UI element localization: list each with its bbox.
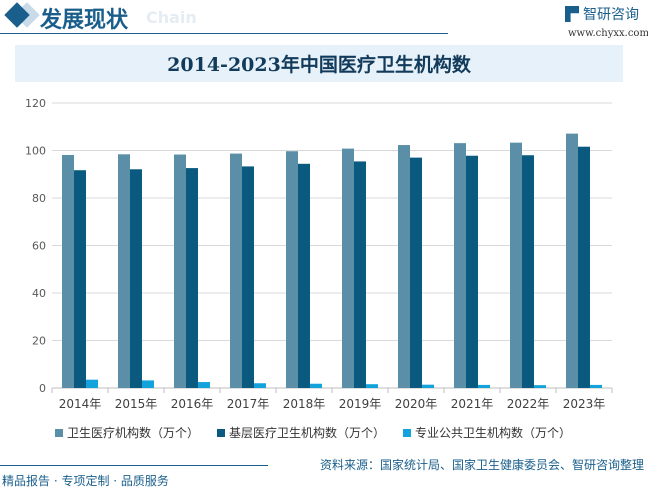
header-title: 发展现状 [40,8,129,33]
x-tick-label: 2016年 [171,397,214,411]
x-tick-label: 2023年 [563,397,606,411]
x-tick-label: 2017年 [227,397,270,411]
bar-2-7 [478,384,490,388]
bar-2-2 [198,382,210,388]
x-tick-label: 2022年 [507,397,550,411]
footer-tagline: 精品报告 · 专项定制 · 品质服务 [2,474,169,488]
bar-1-6 [410,157,422,388]
header-divider [0,33,448,34]
legend-item-total: 卫生医疗机构数（万个） [55,424,199,441]
x-tick-label: 2019年 [339,397,382,411]
header-subtitle: Chain [146,8,197,27]
logo-text: 智研咨询 [583,7,639,23]
y-tick-label: 40 [32,287,46,300]
y-tick-label: 100 [25,145,46,158]
bar-0-0 [62,155,74,388]
x-tick-label: 2020年 [395,397,438,411]
bar-1-4 [298,163,310,388]
legend-label: 基层医疗卫生机构数（万个） [229,426,386,440]
bar-2-9 [590,384,602,388]
bar-2-5 [366,384,378,388]
y-tick-label: 120 [25,97,46,110]
footer-divider [0,465,268,466]
bar-0-6 [398,145,410,388]
bar-1-3 [242,166,254,388]
legend-label: 专业公共卫生机构数（万个） [415,426,572,440]
bar-0-1 [118,154,130,388]
bar-1-5 [354,161,366,388]
bar-0-5 [342,148,354,388]
bar-1-2 [186,168,198,388]
x-tick-label: 2018年 [283,397,326,411]
bar-2-1 [142,380,154,388]
legend-item-grassroots: 基层医疗卫生机构数（万个） [217,424,385,441]
bar-0-9 [566,133,578,388]
y-tick-label: 20 [32,335,46,348]
chart-title-bar: 2014-2023年中国医疗卫生机构数 [15,45,623,82]
bar-0-4 [286,151,298,388]
y-tick-label: 80 [32,192,46,205]
bar-1-7 [466,155,478,388]
source-note: 资料来源：国家统计局、国家卫生健康委员会、智研咨询整理 [319,458,644,472]
bar-2-6 [422,384,434,388]
bar-2-3 [254,383,266,388]
bar-1-9 [578,146,590,388]
x-tick-label: 2021年 [451,397,494,411]
chart-title: 2014-2023年中国医疗卫生机构数 [167,54,471,76]
x-tick-label: 2015年 [115,397,158,411]
y-tick-label: 0 [39,382,46,395]
logo: 智研咨询 [565,4,639,24]
bar-0-2 [174,154,186,388]
logo-url: www.chyxx.com [568,28,648,39]
legend-item-public-health: 专业公共卫生机构数（万个） [403,424,571,441]
bar-2-0 [86,379,98,388]
bar-2-8 [534,385,546,388]
bar-2-4 [310,383,322,388]
bar-0-8 [510,142,522,388]
bar-1-8 [522,155,534,388]
y-tick-label: 60 [32,240,46,253]
x-tick-label: 2014年 [59,397,102,411]
bar-1-1 [130,169,142,388]
bar-0-7 [454,143,466,388]
legend-label: 卫生医疗机构数（万个） [67,426,200,440]
legend: 卫生医疗机构数（万个） 基层医疗卫生机构数（万个） 专业公共卫生机构数（万个） [55,424,571,441]
bar-0-3 [230,153,242,388]
bar-1-0 [74,170,86,388]
